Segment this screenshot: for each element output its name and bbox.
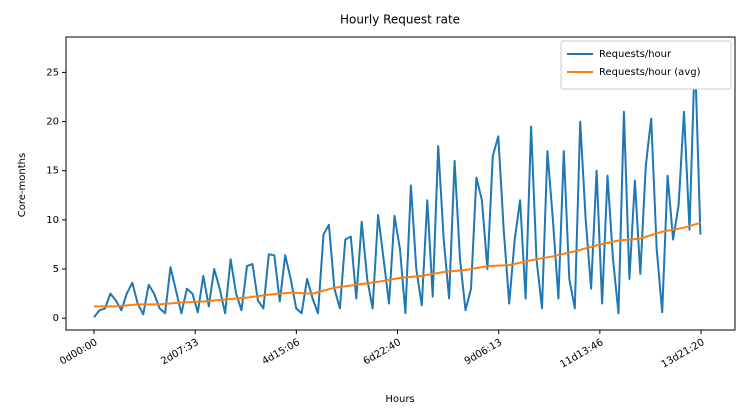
x-axis-label: Hours bbox=[385, 394, 414, 405]
legend-label: Requests/hour (avg) bbox=[599, 67, 701, 78]
y-tick-label: 20 bbox=[46, 117, 59, 128]
y-tick-label: 0 bbox=[53, 313, 59, 324]
y-axis-label: Core-months bbox=[17, 153, 28, 217]
x-tick-label: 0d00:00 bbox=[58, 337, 99, 367]
legend-box bbox=[560, 40, 732, 90]
x-tick-label: 13d21:20 bbox=[660, 337, 707, 370]
series-line bbox=[94, 221, 701, 308]
chart-title: Hourly Request rate bbox=[340, 13, 460, 27]
series-line bbox=[93, 51, 702, 318]
legend-label: Requests/hour bbox=[599, 49, 672, 60]
x-tick-label: 4d15:06 bbox=[260, 337, 301, 367]
x-tick-label: 2d07:33 bbox=[159, 337, 200, 367]
x-tick-label: 9d06:13 bbox=[463, 337, 504, 367]
y-tick-label: 25 bbox=[46, 67, 59, 78]
y-tick-label: 5 bbox=[53, 264, 59, 275]
y-tick-label: 15 bbox=[46, 166, 59, 177]
x-tick-label: 6d22:40 bbox=[362, 337, 403, 367]
y-tick-label: 10 bbox=[46, 215, 59, 226]
plot-frame bbox=[65, 36, 736, 331]
x-tick-label: 11d13:46 bbox=[558, 337, 605, 370]
